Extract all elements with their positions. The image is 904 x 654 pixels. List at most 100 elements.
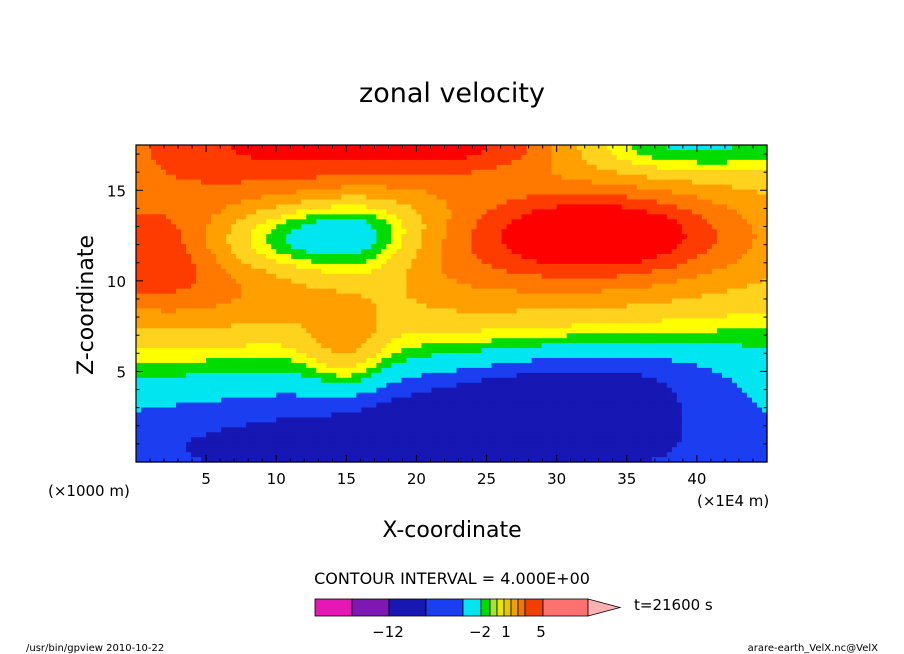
contour-cell xyxy=(246,174,252,181)
contour-cell xyxy=(501,293,508,300)
contour-cell xyxy=(226,145,232,151)
contour-cell xyxy=(191,159,197,166)
contour-cell xyxy=(166,348,172,354)
contour-cell xyxy=(396,387,403,394)
contour-cell xyxy=(241,382,247,389)
contour-cell xyxy=(341,189,347,196)
contour-cell xyxy=(481,422,488,428)
contour-cell xyxy=(516,343,523,349)
contour-cell xyxy=(386,219,393,225)
contour-cell xyxy=(306,154,312,161)
contour-cell xyxy=(341,214,347,220)
contour-cell xyxy=(381,323,387,329)
contour-cell xyxy=(396,333,403,339)
contour-cell xyxy=(431,357,438,364)
contour-cell xyxy=(416,149,423,156)
contour-cell xyxy=(191,392,197,399)
contour-cell xyxy=(161,308,167,314)
contour-cell xyxy=(191,283,197,290)
contour-cell xyxy=(496,149,503,156)
contour-cell xyxy=(141,437,147,443)
contour-cell xyxy=(386,224,393,230)
contour-cell xyxy=(326,253,332,260)
contour-cell xyxy=(421,353,428,359)
contour-cell xyxy=(441,437,448,443)
contour-cell xyxy=(446,422,453,428)
contour-cell xyxy=(506,229,513,235)
contour-cell xyxy=(246,387,252,394)
contour-cell xyxy=(191,338,197,344)
contour-cell xyxy=(321,209,327,215)
contour-cell xyxy=(266,377,272,384)
contour-cell xyxy=(506,244,513,250)
contour-cell xyxy=(346,219,352,225)
contour-cell xyxy=(286,293,292,300)
contour-cell xyxy=(521,397,528,404)
contour-cell xyxy=(421,442,428,448)
contour-cell xyxy=(216,244,222,250)
contour-cell xyxy=(481,328,488,334)
contour-cell xyxy=(346,199,352,206)
contour-cell xyxy=(476,333,483,339)
contour-cell xyxy=(151,293,157,300)
contour-cell xyxy=(496,263,503,270)
contour-cell xyxy=(451,219,458,225)
contour-cell xyxy=(136,149,142,156)
contour-cell xyxy=(166,377,172,384)
contour-cell xyxy=(356,362,362,369)
contour-cell xyxy=(401,219,408,225)
contour-cell xyxy=(396,353,403,359)
contour-cell xyxy=(151,174,157,181)
contour-cell xyxy=(496,367,503,374)
contour-cell xyxy=(466,432,473,438)
contour-cell xyxy=(246,258,252,265)
contour-cell xyxy=(391,253,398,260)
contour-cell xyxy=(181,224,187,230)
contour-cell xyxy=(216,149,222,156)
contour-cell xyxy=(406,164,413,171)
contour-cell xyxy=(406,229,413,235)
contour-cell xyxy=(401,333,408,339)
contour-cell xyxy=(231,452,237,458)
contour-cell xyxy=(286,372,292,379)
contour-cell xyxy=(141,154,147,161)
contour-cell xyxy=(486,313,493,319)
contour-cell xyxy=(236,184,242,191)
contour-cell xyxy=(376,442,382,448)
contour-cell xyxy=(366,338,372,344)
contour-cell xyxy=(371,452,377,458)
contour-cell xyxy=(426,328,433,334)
contour-cell xyxy=(336,357,342,364)
contour-cell xyxy=(321,407,327,414)
contour-cell xyxy=(366,452,372,458)
contour-cell xyxy=(191,397,197,404)
contour-cell xyxy=(361,169,367,176)
contour-cell xyxy=(406,427,413,433)
contour-cell xyxy=(436,348,443,354)
contour-cell xyxy=(301,397,307,404)
contour-cell xyxy=(461,402,468,409)
contour-cell xyxy=(146,387,152,394)
contour-cell xyxy=(486,159,493,166)
contour-cell xyxy=(181,377,187,384)
contour-cell xyxy=(486,145,493,151)
contour-cell xyxy=(216,382,222,389)
contour-cell xyxy=(396,278,403,285)
contour-cell xyxy=(291,194,297,201)
contour-cell xyxy=(256,417,262,423)
contour-cell xyxy=(196,234,202,240)
contour-cell xyxy=(366,362,372,369)
contour-cell xyxy=(176,283,182,290)
contour-cell xyxy=(396,145,403,151)
contour-cell xyxy=(516,353,523,359)
contour-cell xyxy=(251,318,257,324)
contour-cell xyxy=(481,407,488,414)
contour-cell xyxy=(341,154,347,161)
contour-cell xyxy=(171,219,177,225)
contour-cell xyxy=(466,442,473,448)
contour-cell xyxy=(441,427,448,433)
contour-cell xyxy=(271,392,277,399)
contour-cell xyxy=(326,392,332,399)
contour-cell xyxy=(181,397,187,404)
contour-cell xyxy=(251,367,257,374)
